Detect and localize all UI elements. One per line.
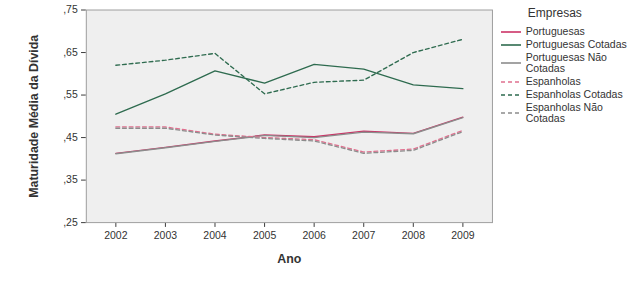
- html-text:Espanholas: Espanholas: [525, 75, 581, 87]
- svg-text:Maturidade Média da Dívida: Maturidade Média da Dívida: [27, 35, 41, 198]
- svg-text:,75: ,75: [63, 4, 78, 15]
- svg-text:2009: 2009: [451, 230, 474, 241]
- svg-text:,25: ,25: [63, 217, 78, 228]
- html-text:Espanholas Cotadas: Espanholas Cotadas: [525, 88, 623, 100]
- svg-text:,35: ,35: [63, 174, 78, 185]
- svg-text:2004: 2004: [203, 230, 226, 241]
- html-text:Portuguesas: Portuguesas: [525, 25, 585, 37]
- html-text:Empresas: Empresas: [527, 6, 582, 20]
- svg-text:2007: 2007: [352, 230, 375, 241]
- svg-text:2002: 2002: [104, 230, 127, 241]
- html-text:Portuguesas Cotadas: Portuguesas Cotadas: [525, 38, 627, 50]
- svg-text:Ano: Ano: [277, 252, 301, 266]
- html-text:Espanholas Não Cotadas: Espanholas Não Cotadas: [525, 101, 603, 124]
- svg-text:2008: 2008: [402, 230, 425, 241]
- svg-text:,65: ,65: [63, 47, 78, 58]
- svg-text:2005: 2005: [253, 230, 276, 241]
- html-text:Portuguesas Não Cotadas: Portuguesas Não Cotadas: [525, 51, 607, 74]
- svg-text:,45: ,45: [63, 132, 78, 143]
- svg-text:2003: 2003: [154, 230, 177, 241]
- svg-text:,55: ,55: [63, 89, 78, 100]
- svg-text:2006: 2006: [303, 230, 326, 241]
